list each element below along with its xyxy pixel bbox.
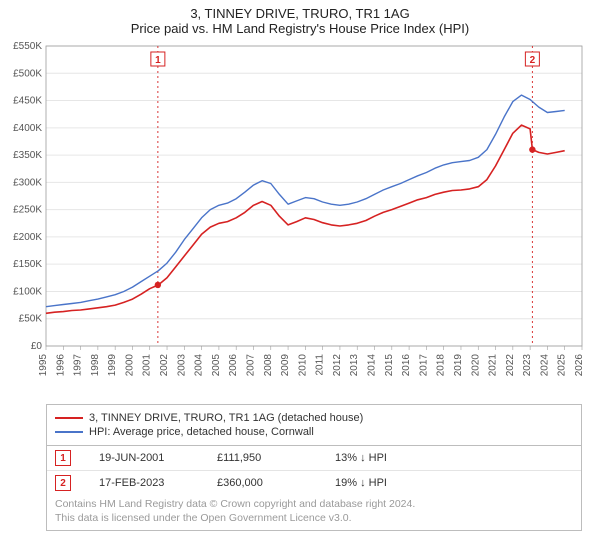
transaction-date: 19-JUN-2001: [99, 452, 189, 464]
legend-label: HPI: Average price, detached house, Corn…: [89, 426, 314, 438]
legend: 3, TINNEY DRIVE, TRURO, TR1 1AG (detache…: [47, 405, 581, 446]
legend-item-hpi: HPI: Average price, detached house, Corn…: [55, 425, 573, 439]
svg-text:2011: 2011: [315, 354, 326, 376]
svg-text:2021: 2021: [488, 354, 499, 377]
svg-text:2003: 2003: [176, 354, 187, 377]
transaction-diff: 19% ↓ HPI: [335, 477, 425, 489]
legend-label: 3, TINNEY DRIVE, TRURO, TR1 1AG (detache…: [89, 412, 363, 424]
svg-text:2017: 2017: [418, 354, 429, 377]
svg-text:2012: 2012: [332, 354, 343, 377]
svg-text:£100K: £100K: [13, 286, 42, 297]
svg-text:1997: 1997: [73, 354, 84, 377]
svg-text:£450K: £450K: [13, 96, 42, 107]
svg-text:2000: 2000: [124, 354, 135, 377]
svg-text:2010: 2010: [297, 354, 308, 377]
svg-text:£350K: £350K: [13, 150, 42, 161]
svg-text:2020: 2020: [470, 354, 481, 377]
svg-text:1999: 1999: [107, 354, 118, 377]
svg-text:2016: 2016: [401, 354, 412, 377]
transaction-marker-1: 1: [55, 450, 71, 466]
svg-text:2018: 2018: [436, 354, 447, 377]
svg-text:£0: £0: [31, 341, 43, 352]
price-chart: £0 £50K £100K £150K £200K £250K £300K £350K £400…: [0, 38, 600, 398]
svg-text:2008: 2008: [263, 354, 274, 377]
svg-text:2022: 2022: [505, 354, 516, 377]
svg-text:2004: 2004: [194, 354, 205, 377]
svg-text:2007: 2007: [245, 354, 256, 377]
transaction-price: £360,000: [217, 477, 307, 489]
legend-swatch: [55, 431, 83, 433]
svg-text:2005: 2005: [211, 354, 222, 377]
transaction-row-2: 2 17-FEB-2023 £360,000 19% ↓ HPI: [47, 470, 581, 495]
chart-title: 3, TINNEY DRIVE, TRURO, TR1 1AG: [0, 6, 600, 21]
svg-text:2002: 2002: [159, 354, 170, 377]
svg-text:2: 2: [530, 55, 536, 66]
svg-text:£500K: £500K: [13, 68, 42, 79]
svg-text:2014: 2014: [367, 354, 378, 377]
legend-swatch: [55, 417, 83, 419]
svg-text:2026: 2026: [574, 354, 585, 377]
svg-text:2015: 2015: [384, 354, 395, 377]
svg-text:£200K: £200K: [13, 232, 42, 243]
transaction-date: 17-FEB-2023: [99, 477, 189, 489]
transaction-price: £111,950: [217, 452, 307, 464]
svg-text:1: 1: [155, 55, 161, 66]
svg-text:2006: 2006: [228, 354, 239, 377]
svg-text:2001: 2001: [142, 354, 153, 377]
svg-text:£300K: £300K: [13, 177, 42, 188]
svg-text:£250K: £250K: [13, 205, 42, 216]
transaction-marker-2: 2: [55, 475, 71, 491]
svg-text:1995: 1995: [38, 354, 49, 377]
svg-text:1998: 1998: [90, 354, 101, 377]
svg-text:2024: 2024: [539, 354, 550, 377]
license-text: Contains HM Land Registry data © Crown c…: [47, 495, 581, 530]
svg-text:2025: 2025: [557, 354, 568, 377]
svg-text:£400K: £400K: [13, 123, 42, 134]
svg-text:£50K: £50K: [19, 314, 43, 325]
svg-text:2023: 2023: [522, 354, 533, 377]
transaction-row-1: 1 19-JUN-2001 £111,950 13% ↓ HPI: [47, 446, 581, 470]
transaction-diff: 13% ↓ HPI: [335, 452, 425, 464]
svg-text:2009: 2009: [280, 354, 291, 377]
svg-text:£550K: £550K: [13, 41, 42, 52]
legend-item-price-paid: 3, TINNEY DRIVE, TRURO, TR1 1AG (detache…: [55, 411, 573, 425]
chart-subtitle: Price paid vs. HM Land Registry's House …: [0, 21, 600, 36]
svg-text:1996: 1996: [55, 354, 66, 377]
svg-text:2013: 2013: [349, 354, 360, 377]
svg-text:£150K: £150K: [13, 259, 42, 270]
svg-text:2019: 2019: [453, 354, 464, 377]
legend-and-notes: 3, TINNEY DRIVE, TRURO, TR1 1AG (detache…: [46, 404, 582, 531]
